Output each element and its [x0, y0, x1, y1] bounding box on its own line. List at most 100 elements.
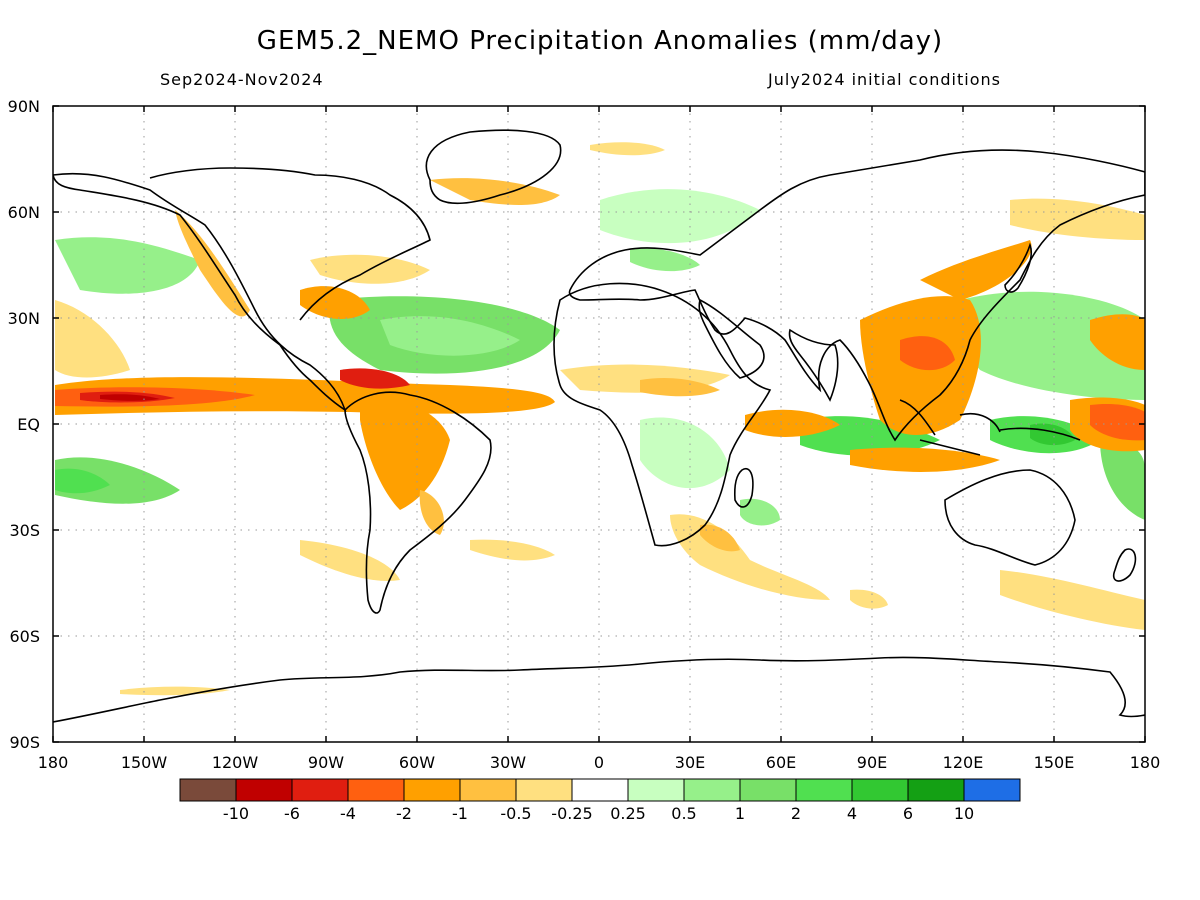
colorbar-label: -0.5 — [500, 804, 531, 823]
coastlines — [53, 129, 1145, 723]
colorbar-swatch — [403, 778, 461, 802]
anomaly-patch — [850, 589, 888, 609]
japan-outline — [1004, 242, 1033, 293]
anomaly-patch — [55, 300, 130, 378]
lat-label: EQ — [17, 415, 40, 434]
lon-label: 0 — [594, 753, 604, 772]
graticule — [53, 106, 1145, 742]
lon-label: 60E — [766, 753, 796, 772]
colorbar-label: -1 — [452, 804, 468, 823]
anomaly-patch — [380, 316, 520, 356]
lon-label: 120W — [212, 753, 259, 772]
eurasia-outline — [568, 149, 1145, 442]
anomaly-patch — [470, 539, 555, 561]
colorbar-label: 2 — [791, 804, 801, 823]
colorbar-swatch — [179, 778, 237, 802]
chart-title: GEM5.2_NEMO Precipitation Anomalies (mm/… — [256, 26, 944, 56]
north-america-outline — [53, 167, 431, 412]
lon-label: 150E — [1034, 753, 1075, 772]
anomaly-patch — [1000, 570, 1145, 630]
lon-label: 180 — [1130, 753, 1161, 772]
lat-label: 90N — [8, 97, 40, 116]
anomaly-patch — [640, 417, 730, 489]
colorbar-label: -10 — [223, 804, 249, 823]
anomaly-patch — [120, 686, 230, 696]
lon-label: 180 — [38, 753, 69, 772]
anomaly-patch — [1090, 314, 1145, 370]
anomaly-patch — [600, 189, 760, 244]
colorbar-swatch — [907, 778, 965, 802]
anomaly-patch — [300, 286, 370, 320]
anomaly-field — [55, 142, 1145, 696]
anomaly-patch — [640, 378, 720, 397]
anomaly-patch — [55, 237, 200, 294]
arabia-outline — [698, 298, 765, 379]
anomaly-patch — [340, 368, 410, 389]
colorbar-swatch — [235, 778, 293, 802]
colorbar-label: 6 — [903, 804, 913, 823]
antarctica-outline — [53, 656, 1145, 723]
africa-outline — [553, 282, 772, 547]
new-zealand-outline — [1112, 548, 1137, 582]
lat-label: 30N — [8, 309, 40, 328]
lon-label: 30E — [675, 753, 705, 772]
colorbar-swatch — [851, 778, 909, 802]
lon-label: 90W — [308, 753, 344, 772]
anomaly-patch — [900, 336, 955, 371]
lat-label: 60N — [8, 203, 40, 222]
anomaly-patch — [55, 377, 555, 415]
south-america-outline — [344, 391, 492, 614]
colorbar-swatch — [291, 778, 349, 802]
colorbar: -10 -6 -4 -2 -1 -0.5 -0.25 0.25 0.5 1 2 4 6 10 — [179, 778, 1021, 823]
anomaly-patch — [419, 490, 444, 535]
anomaly-patch — [430, 178, 560, 205]
lon-label: 150W — [121, 753, 168, 772]
australia-outline — [944, 469, 1076, 566]
anomaly-patch — [630, 248, 700, 272]
anomaly-patch — [1010, 198, 1145, 240]
anomaly-patch — [1100, 440, 1145, 520]
anomaly-patch — [100, 394, 160, 401]
colorbar-label: -0.25 — [551, 804, 592, 823]
colorbar-swatch — [571, 778, 629, 802]
season-label: Sep2024-Nov2024 — [160, 70, 324, 89]
anomaly-patch — [590, 142, 665, 156]
anomaly-patch — [1030, 423, 1075, 446]
colorbar-label: -4 — [340, 804, 356, 823]
colorbar-label: -6 — [284, 804, 300, 823]
colorbar-label: 10 — [954, 804, 974, 823]
colorbar-swatch — [963, 778, 1021, 802]
colorbar-swatch — [627, 778, 685, 802]
anomaly-patch — [300, 540, 400, 581]
map-area — [53, 106, 1145, 742]
colorbar-label: 0.5 — [671, 804, 696, 823]
maritime-continent-outline — [899, 399, 1081, 456]
anomaly-patch — [920, 240, 1032, 300]
colorbar-swatch — [347, 778, 405, 802]
colorbar-swatch — [739, 778, 797, 802]
anomaly-patch — [740, 498, 780, 526]
lat-label: 30S — [9, 521, 40, 540]
anomaly-patch — [850, 447, 1000, 472]
anomaly-patch — [700, 524, 740, 552]
anomaly-patch — [55, 468, 110, 494]
anomaly-patch — [1090, 403, 1145, 441]
colorbar-label: 4 — [847, 804, 857, 823]
india-outline — [788, 328, 839, 402]
greenland-outline — [425, 129, 562, 205]
anomaly-patch — [745, 409, 840, 437]
colorbar-swatch — [683, 778, 741, 802]
colorbar-swatch — [515, 778, 573, 802]
madagascar-outline — [733, 468, 754, 508]
colorbar-label: 0.25 — [610, 804, 646, 823]
lon-label: 30W — [490, 753, 526, 772]
colorbar-swatch — [795, 778, 853, 802]
anomaly-patch — [360, 399, 450, 510]
lon-label: 60W — [399, 753, 435, 772]
lon-label: 120E — [943, 753, 984, 772]
lon-label: 90E — [857, 753, 887, 772]
colorbar-label: -2 — [396, 804, 412, 823]
colorbar-swatch — [459, 778, 517, 802]
